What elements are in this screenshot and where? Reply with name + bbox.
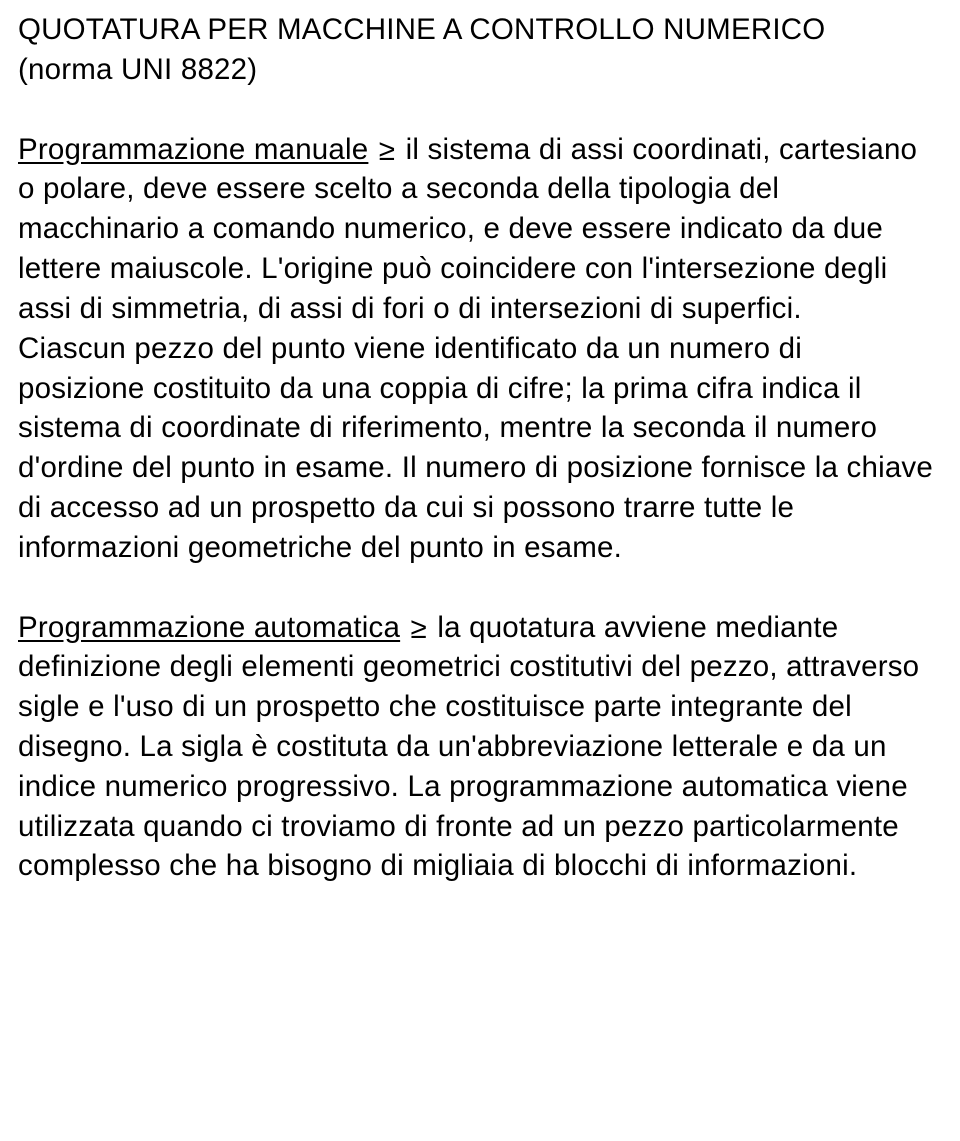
section-1: Programmazione manuale ≥ il sistema di a… <box>18 130 936 568</box>
section-2-heading: Programmazione automatica <box>18 611 400 644</box>
document-title: QUOTATURA PER MACCHINE A CONTROLLO NUMER… <box>18 10 936 50</box>
section-2: Programmazione automatica ≥ la quotatura… <box>18 608 936 887</box>
section-1-body-b: Ciascun pezzo del punto viene identifica… <box>18 332 933 564</box>
ge-symbol: ≥ <box>377 131 397 171</box>
section-2-body: la quotatura avviene mediante definizion… <box>18 611 919 883</box>
section-1-heading: Programmazione manuale <box>18 133 368 166</box>
document-subtitle: (norma UNI 8822) <box>18 50 936 90</box>
document-page: QUOTATURA PER MACCHINE A CONTROLLO NUMER… <box>0 0 960 1141</box>
ge-symbol: ≥ <box>409 609 429 649</box>
